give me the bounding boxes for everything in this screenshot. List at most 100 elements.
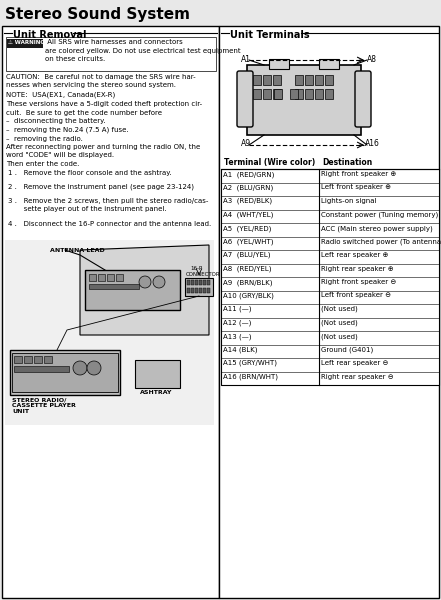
Circle shape xyxy=(153,276,165,288)
Text: Unit Removal: Unit Removal xyxy=(13,30,86,40)
Text: NOTE:  USA(EX1, Canada(EX-R)
These versions have a 5-digit coded theft protectio: NOTE: USA(EX1, Canada(EX-R) These versio… xyxy=(6,92,202,167)
Circle shape xyxy=(73,361,87,375)
Bar xyxy=(305,75,313,85)
Text: (Not used): (Not used) xyxy=(321,306,358,313)
Bar xyxy=(315,75,323,85)
Bar xyxy=(207,280,210,285)
Text: A14 (BLK): A14 (BLK) xyxy=(223,346,258,353)
Text: 2 .   Remove the instrument panel (see page 23-124): 2 . Remove the instrument panel (see pag… xyxy=(8,184,194,191)
Text: Left front speaker ⊖: Left front speaker ⊖ xyxy=(321,292,391,298)
Bar xyxy=(195,280,198,285)
Text: (Not used): (Not used) xyxy=(321,319,358,326)
Bar xyxy=(295,75,303,85)
Bar xyxy=(187,288,190,293)
Text: A2  (BLU/GRN): A2 (BLU/GRN) xyxy=(223,185,273,191)
Bar xyxy=(274,89,282,99)
Text: Lights-on signal: Lights-on signal xyxy=(321,198,377,204)
Text: Right front speaker ⊕: Right front speaker ⊕ xyxy=(321,171,396,177)
Bar xyxy=(185,278,213,296)
Bar xyxy=(199,280,202,285)
Text: All SRS wire harnesses and connectors
are colored yellow. Do not use electrical : All SRS wire harnesses and connectors ar… xyxy=(45,39,241,62)
Text: A4  (WHT/YEL): A4 (WHT/YEL) xyxy=(223,211,273,218)
Bar xyxy=(44,356,52,363)
Text: A9  (BRN/BLK): A9 (BRN/BLK) xyxy=(223,279,273,286)
Bar xyxy=(116,274,123,281)
Text: A16 (BRN/WHT): A16 (BRN/WHT) xyxy=(223,373,278,380)
Text: Left rear speaker ⊖: Left rear speaker ⊖ xyxy=(321,360,389,366)
Bar xyxy=(12,353,118,392)
Text: A11 (—): A11 (—) xyxy=(223,306,251,313)
Bar xyxy=(273,75,281,85)
Text: A8  (RED/YEL): A8 (RED/YEL) xyxy=(223,265,272,272)
Text: Right front speaker ⊖: Right front speaker ⊖ xyxy=(321,279,396,285)
Bar xyxy=(319,59,339,69)
Text: 4 .   Disconnect the 16-P connector and the antenna lead.: 4 . Disconnect the 16-P connector and th… xyxy=(8,221,211,227)
Bar xyxy=(10,350,120,395)
Text: 3 .   Remove the 2 screws, then pull the stereo radio/cas-
       sette player o: 3 . Remove the 2 screws, then pull the s… xyxy=(8,198,209,212)
Bar xyxy=(7,39,43,48)
Text: A16: A16 xyxy=(365,139,380,148)
Bar xyxy=(207,288,210,293)
Text: A15 (GRY/WHT): A15 (GRY/WHT) xyxy=(223,360,277,367)
Bar xyxy=(187,280,190,285)
Bar xyxy=(98,274,105,281)
FancyBboxPatch shape xyxy=(355,71,371,127)
Text: ASHTRAY: ASHTRAY xyxy=(140,390,172,395)
Text: A7  (BLU/YEL): A7 (BLU/YEL) xyxy=(223,252,270,259)
Text: ACC (Main stereo power supply): ACC (Main stereo power supply) xyxy=(321,225,433,232)
Bar xyxy=(24,356,32,363)
Text: 16-P: 16-P xyxy=(190,266,202,271)
Text: A12 (—): A12 (—) xyxy=(223,319,251,326)
Text: ⚠ WARNING: ⚠ WARNING xyxy=(8,40,45,44)
Bar xyxy=(269,59,289,69)
Bar xyxy=(14,356,22,363)
Bar xyxy=(89,284,139,289)
Text: Terminal (Wire color): Terminal (Wire color) xyxy=(224,158,315,167)
Bar xyxy=(203,288,206,293)
Text: Constant power (Tuning memory): Constant power (Tuning memory) xyxy=(321,211,438,218)
Bar xyxy=(219,26,439,598)
Bar xyxy=(315,89,323,99)
Bar xyxy=(5,240,214,425)
Text: Radio switched power (To antenna): Radio switched power (To antenna) xyxy=(321,238,441,245)
Text: Left front speaker ⊕: Left front speaker ⊕ xyxy=(321,185,391,191)
Bar xyxy=(85,270,180,310)
Bar xyxy=(325,89,333,99)
Text: A9: A9 xyxy=(241,139,251,148)
Text: Right rear speaker ⊕: Right rear speaker ⊕ xyxy=(321,265,394,271)
Bar xyxy=(195,288,198,293)
Text: 1 .   Remove the floor console and the ashtray.: 1 . Remove the floor console and the ash… xyxy=(8,170,172,176)
Text: A8: A8 xyxy=(367,55,377,64)
FancyBboxPatch shape xyxy=(237,71,253,127)
Text: A5  (YEL/RED): A5 (YEL/RED) xyxy=(223,225,271,232)
Bar xyxy=(295,89,303,99)
Bar xyxy=(2,26,219,598)
Bar xyxy=(263,75,271,85)
Bar xyxy=(199,288,202,293)
Bar xyxy=(253,89,261,99)
Circle shape xyxy=(87,361,101,375)
Bar xyxy=(191,288,194,293)
Bar xyxy=(263,89,271,99)
Bar xyxy=(191,280,194,285)
Bar xyxy=(6,37,216,71)
Text: Stereo Sound System: Stereo Sound System xyxy=(5,7,190,22)
Bar xyxy=(34,356,42,363)
Bar xyxy=(325,75,333,85)
Text: A1: A1 xyxy=(241,55,251,64)
Bar xyxy=(290,89,298,99)
Bar xyxy=(135,360,180,388)
Circle shape xyxy=(139,276,151,288)
Text: ANTENNA LEAD: ANTENNA LEAD xyxy=(50,248,105,253)
Text: A10 (GRY/BLK): A10 (GRY/BLK) xyxy=(223,292,274,299)
Bar xyxy=(273,89,281,99)
Text: CAUTION:  Be careful not to damage the SRS wire har-
nesses when servicing the s: CAUTION: Be careful not to damage the SR… xyxy=(6,74,196,88)
Text: STEREO RADIO/
CASSETTE PLAYER
UNIT: STEREO RADIO/ CASSETTE PLAYER UNIT xyxy=(12,397,76,415)
Text: Left rear speaker ⊕: Left rear speaker ⊕ xyxy=(321,252,389,258)
Text: Ground (G401): Ground (G401) xyxy=(321,346,373,353)
Text: A13 (—): A13 (—) xyxy=(223,333,251,340)
Polygon shape xyxy=(80,245,209,335)
Bar xyxy=(14,366,69,372)
Text: Destination: Destination xyxy=(322,158,372,167)
Bar xyxy=(89,274,96,281)
